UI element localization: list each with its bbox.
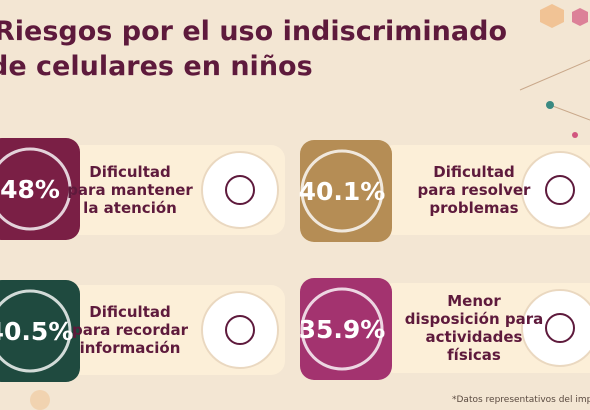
title-line: de celulares en niños	[0, 51, 313, 82]
percent: 40.5%	[0, 317, 73, 346]
label-line: Dificultad	[433, 163, 514, 181]
percent-ring	[300, 287, 384, 371]
icon	[545, 313, 575, 343]
percent-box	[300, 278, 392, 380]
decoration	[30, 4, 590, 410]
icon-circle	[201, 151, 279, 229]
title-line: Riesgos por el uso indiscriminado	[0, 16, 507, 47]
footnote: *Datos representativos del impacto d	[452, 395, 590, 405]
label-line: disposición para	[405, 310, 544, 328]
percent: 40.1%	[299, 177, 386, 206]
icon-circle	[201, 291, 279, 369]
percent: 35.9%	[299, 315, 386, 344]
label-line: para resolver	[418, 181, 531, 199]
label-line: la atención	[83, 199, 177, 217]
percent-ring	[0, 147, 72, 231]
label-line: actividades	[426, 328, 523, 346]
icon	[225, 175, 255, 205]
icon-circle	[521, 151, 590, 229]
label-line: físicas	[447, 346, 501, 364]
percent-ring	[0, 289, 72, 373]
icon	[225, 315, 255, 345]
label-line: para mantener	[67, 181, 193, 199]
label-line: Dificultad	[89, 163, 170, 181]
label-line: para recordar	[72, 321, 189, 339]
percent-box	[300, 140, 392, 242]
label-line: problemas	[429, 199, 518, 217]
label-line: información	[80, 339, 181, 357]
percent: 48%	[0, 175, 60, 204]
icon	[545, 175, 575, 205]
label-line: Menor	[447, 292, 501, 310]
percent-ring	[300, 149, 384, 233]
icon-circle	[521, 289, 590, 367]
label-line: Dificultad	[89, 303, 170, 321]
